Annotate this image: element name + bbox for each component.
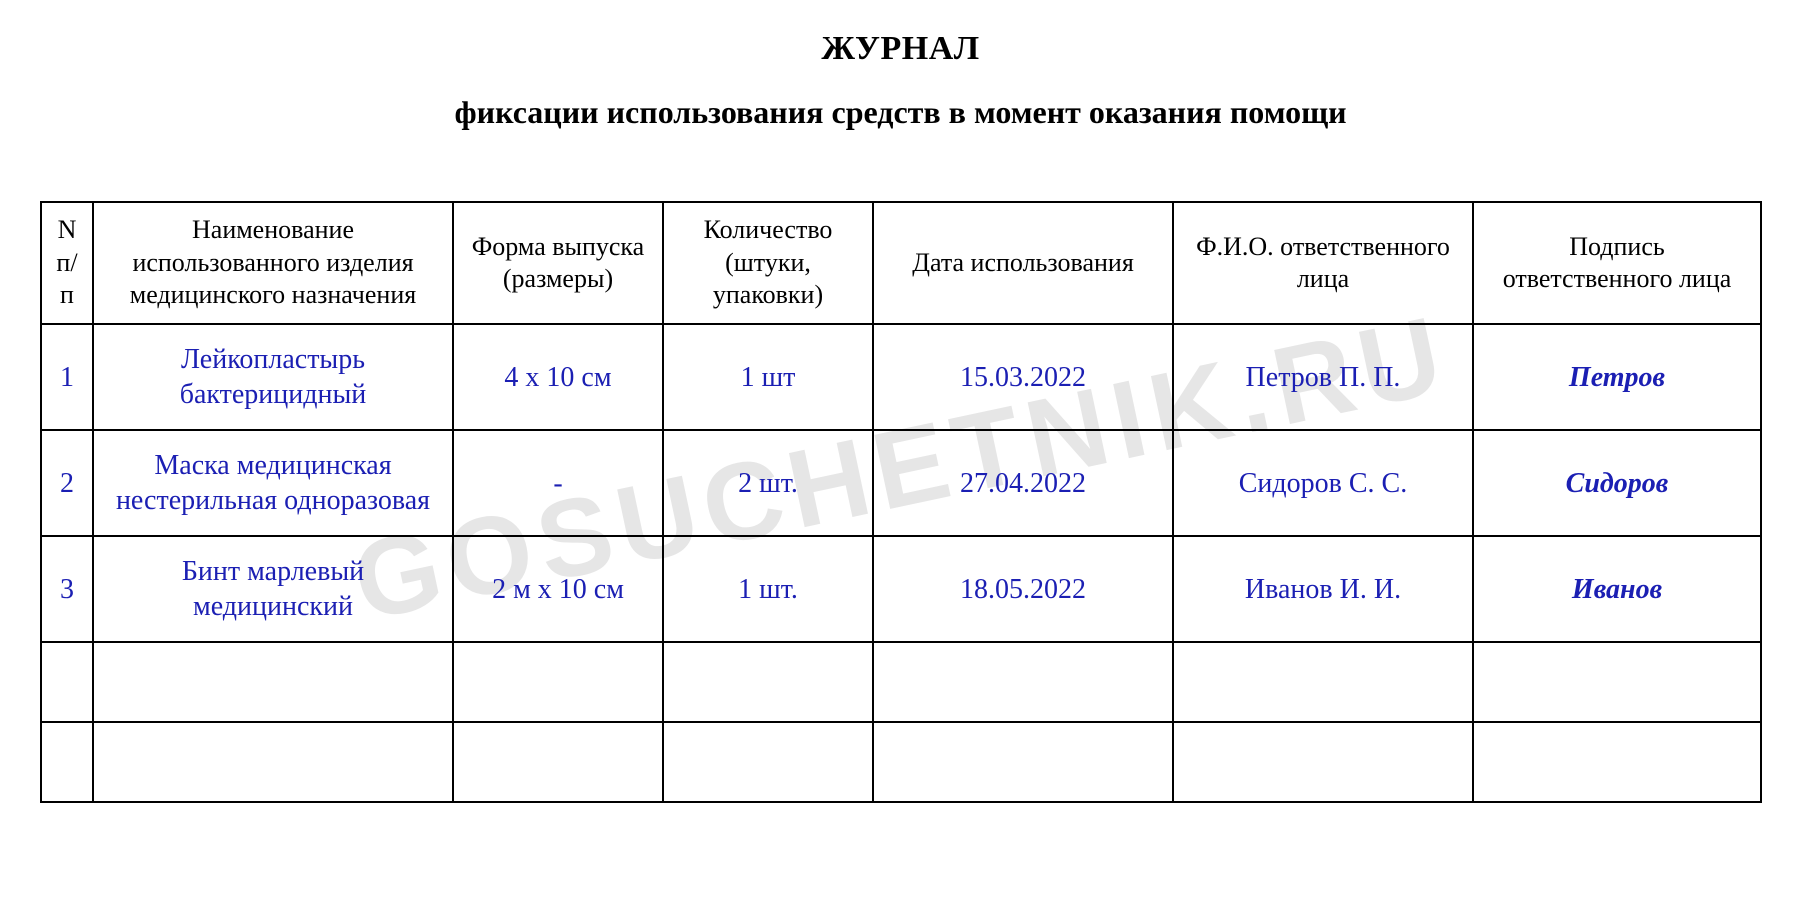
cell-empty — [1473, 722, 1761, 802]
cell-empty — [873, 642, 1173, 722]
cell-quantity: 1 шт — [663, 324, 873, 430]
cell-date: 18.05.2022 — [873, 536, 1173, 642]
cell-date: 15.03.2022 — [873, 324, 1173, 430]
table-row: 2 Маска медицинская нестерильная однораз… — [41, 430, 1761, 536]
col-header-signature: Подпись ответственного лица — [1473, 202, 1761, 324]
title-line-1: ЖУРНАЛ — [0, 30, 1801, 68]
table-row: 1 Лейкопластырь бактерицидный 4 х 10 см … — [41, 324, 1761, 430]
cell-name: Маска медицинская нестерильная одноразов… — [93, 430, 453, 536]
cell-form: - — [453, 430, 663, 536]
table-row-empty — [41, 722, 1761, 802]
col-header-index: N п/п — [41, 202, 93, 324]
cell-empty — [663, 722, 873, 802]
cell-empty — [873, 722, 1173, 802]
cell-index: 3 — [41, 536, 93, 642]
cell-signature: Петров — [1473, 324, 1761, 430]
cell-empty — [93, 642, 453, 722]
cell-form: 4 х 10 см — [453, 324, 663, 430]
cell-empty — [1173, 642, 1473, 722]
usage-log-table: N п/п Наименование использованного издел… — [40, 201, 1762, 803]
cell-empty — [93, 722, 453, 802]
cell-empty — [1173, 722, 1473, 802]
col-header-name: Наименование использованного изделия мед… — [93, 202, 453, 324]
cell-name: Бинт марлевый медицинский — [93, 536, 453, 642]
title-line-2: фиксации использования средств в момент … — [0, 94, 1801, 131]
cell-empty — [453, 642, 663, 722]
cell-empty — [41, 722, 93, 802]
cell-signature: Иванов — [1473, 536, 1761, 642]
cell-empty — [1473, 642, 1761, 722]
table-header-row: N п/п Наименование использованного издел… — [41, 202, 1761, 324]
cell-fio: Петров П. П. — [1173, 324, 1473, 430]
col-header-form: Форма выпуска (размеры) — [453, 202, 663, 324]
cell-name: Лейкопластырь бактерицидный — [93, 324, 453, 430]
cell-signature: Сидоров — [1473, 430, 1761, 536]
document-page: GOSUCHETNIK.RU ЖУРНАЛ фиксации использов… — [0, 0, 1801, 905]
cell-fio: Иванов И. И. — [1173, 536, 1473, 642]
col-header-date: Дата использования — [873, 202, 1173, 324]
cell-quantity: 1 шт. — [663, 536, 873, 642]
cell-empty — [41, 642, 93, 722]
cell-empty — [453, 722, 663, 802]
col-header-quantity: Количество (штуки, упаковки) — [663, 202, 873, 324]
cell-empty — [663, 642, 873, 722]
cell-quantity: 2 шт. — [663, 430, 873, 536]
table-row-empty — [41, 642, 1761, 722]
cell-index: 1 — [41, 324, 93, 430]
cell-index: 2 — [41, 430, 93, 536]
cell-date: 27.04.2022 — [873, 430, 1173, 536]
cell-fio: Сидоров С. С. — [1173, 430, 1473, 536]
cell-form: 2 м х 10 см — [453, 536, 663, 642]
col-header-fio: Ф.И.О. ответственного лица — [1173, 202, 1473, 324]
table-row: 3 Бинт марлевый медицинский 2 м х 10 см … — [41, 536, 1761, 642]
